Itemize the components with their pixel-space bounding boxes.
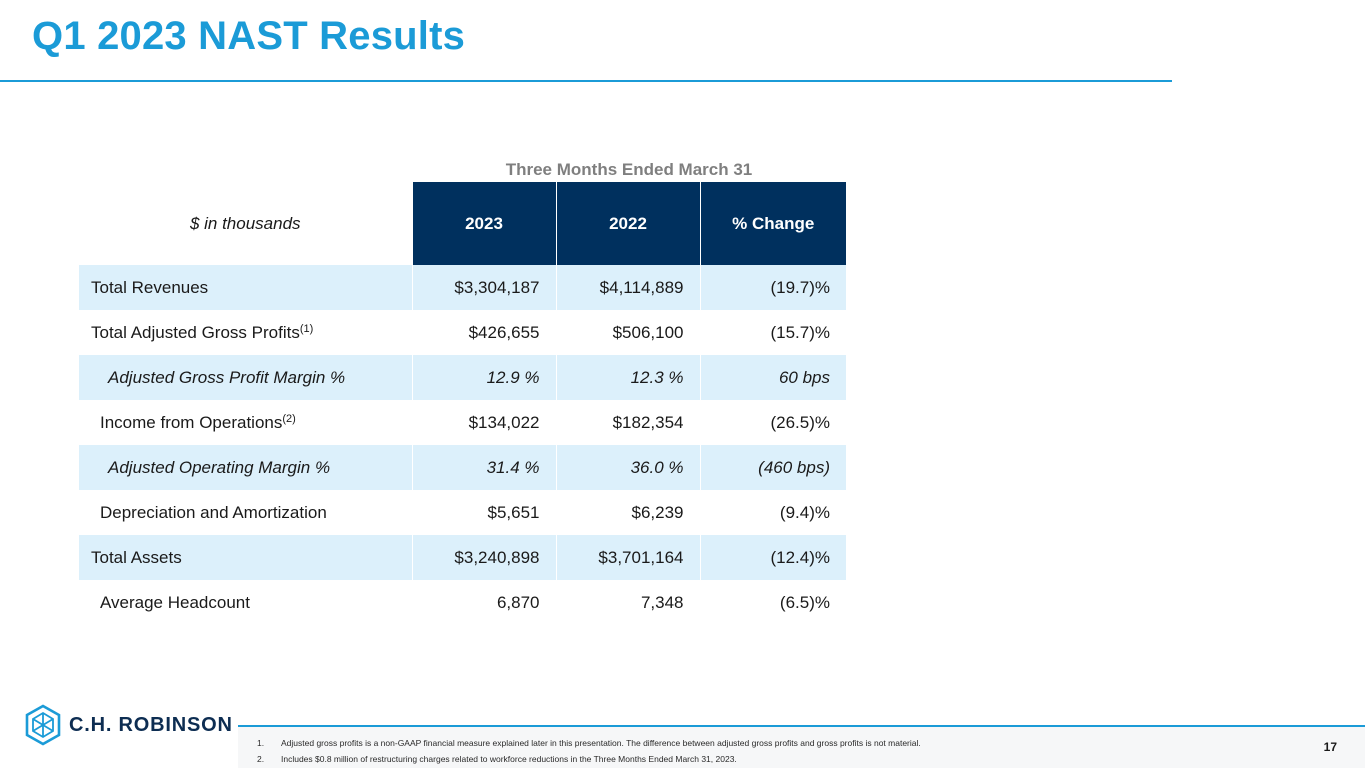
cell-2023: $3,240,898 — [411, 535, 556, 580]
cell-2022: $506,100 — [555, 310, 700, 355]
cell-2022: $182,354 — [555, 400, 700, 445]
table-row: Total Adjusted Gross Profits(1) $426,655… — [79, 310, 846, 355]
results-table: $ in thousands 2023 2022 % Change Total … — [79, 182, 846, 625]
table-row: Adjusted Operating Margin % 31.4 % 36.0 … — [79, 445, 846, 490]
cell-change: (6.5)% — [699, 580, 846, 625]
table-row: Total Revenues $3,304,187 $4,114,889 (19… — [79, 265, 846, 310]
footnote-number: 1. — [257, 738, 265, 748]
row-label: Income from Operations(2) — [100, 412, 296, 432]
cell-2023: $5,651 — [411, 490, 556, 535]
cell-2023: $134,022 — [411, 400, 556, 445]
cell-change: (460 bps) — [699, 445, 846, 490]
row-label: Total Revenues — [79, 265, 412, 310]
cell-2023: $426,655 — [411, 310, 556, 355]
footnote-number: 2. — [257, 754, 265, 764]
cell-change: (26.5)% — [699, 400, 846, 445]
column-header-2022: 2022 — [555, 182, 700, 265]
footnote: 1. Adjusted gross profits is a non-GAAP … — [257, 735, 921, 751]
footer-band — [238, 726, 1365, 768]
cell-2022: $6,239 — [555, 490, 700, 535]
cell-2023: 31.4 % — [411, 445, 556, 490]
column-header-change: % Change — [699, 182, 846, 265]
cell-change: (15.7)% — [699, 310, 846, 355]
cell-2022: 7,348 — [555, 580, 700, 625]
row-label: Adjusted Operating Margin % — [79, 445, 412, 490]
row-label: Total Adjusted Gross Profits(1) — [91, 322, 314, 342]
table-row: Average Headcount 6,870 7,348 (6.5)% — [79, 580, 846, 625]
units-label: $ in thousands — [79, 182, 412, 265]
footer-divider — [238, 725, 1365, 727]
header-row: $ in thousands 2023 2022 % Change — [79, 182, 846, 265]
footnote-text: Adjusted gross profits is a non-GAAP fin… — [281, 738, 921, 748]
row-label: Total Assets — [79, 535, 412, 580]
row-label: Average Headcount — [100, 592, 250, 612]
cell-2022: 36.0 % — [555, 445, 700, 490]
title-divider — [0, 80, 1172, 82]
company-logo: C.H. ROBINSON — [24, 704, 233, 746]
cell-2022: 12.3 % — [555, 355, 700, 400]
cell-change: (12.4)% — [699, 535, 846, 580]
table-row: Income from Operations(2) $134,022 $182,… — [79, 400, 846, 445]
row-label: Depreciation and Amortization — [100, 502, 327, 522]
table-row: Depreciation and Amortization $5,651 $6,… — [79, 490, 846, 535]
cube-logo-icon — [25, 704, 61, 746]
footnote-ref: (1) — [299, 322, 314, 335]
cell-change: (9.4)% — [699, 490, 846, 535]
footnotes: 1. Adjusted gross profits is a non-GAAP … — [257, 735, 921, 767]
period-header: Three Months Ended March 31 — [505, 160, 753, 179]
cell-2022: $3,701,164 — [555, 535, 700, 580]
logo-text: C.H. ROBINSON — [69, 713, 233, 736]
column-header-2023: 2023 — [411, 182, 556, 265]
cell-2022: $4,114,889 — [555, 265, 700, 310]
footnote-text: Includes $0.8 million of restructuring c… — [281, 754, 737, 764]
cell-2023: 12.9 % — [411, 355, 556, 400]
cell-2023: 6,870 — [411, 580, 556, 625]
cell-2023: $3,304,187 — [411, 265, 556, 310]
table-row: Total Assets $3,240,898 $3,701,164 (12.4… — [79, 535, 846, 580]
table-row: Adjusted Gross Profit Margin % 12.9 % 12… — [79, 355, 846, 400]
page-number: 17 — [1323, 740, 1337, 754]
footnote: 2. Includes $0.8 million of restructurin… — [257, 751, 921, 767]
row-label: Adjusted Gross Profit Margin % — [79, 355, 412, 400]
slide-title: Q1 2023 NAST Results — [32, 14, 466, 58]
cell-change: 60 bps — [699, 355, 846, 400]
cell-change: (19.7)% — [699, 265, 846, 310]
footnote-ref: (2) — [282, 412, 296, 425]
